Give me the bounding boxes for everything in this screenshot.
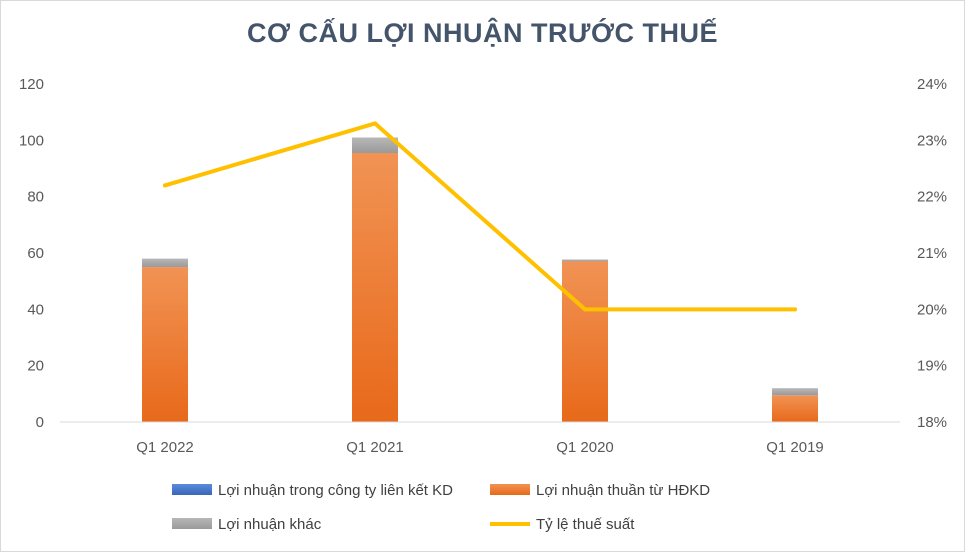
legend-swatch (490, 484, 530, 495)
legend-swatch (172, 484, 212, 495)
legend-swatch (172, 518, 212, 529)
bar-loi-nhuan-thuan-tu-h-kd (562, 261, 608, 422)
bar-loi-nhuan-khac (562, 259, 608, 262)
bar-loi-nhuan-khac (772, 388, 818, 396)
y-left-tick-label: 80 (27, 189, 44, 206)
x-tick-label: Q1 2019 (766, 439, 824, 456)
legend-label: Lợi nhuận thuần từ HĐKD (536, 482, 710, 499)
line-point (793, 307, 797, 312)
line-point (373, 121, 377, 126)
y-right-tick-label: 18% (917, 414, 947, 431)
y-left-tick-label: 40 (27, 301, 44, 318)
bar-loi-nhuan-thuan-tu-h-kd (142, 267, 188, 422)
line-point (583, 307, 587, 312)
bar-loi-nhuan-khac (142, 258, 188, 268)
chart-title: CƠ CẤU LỢI NHUẬN TRƯỚC THUẾ (247, 18, 718, 48)
y-right-tick-label: 23% (917, 132, 947, 149)
y-left-tick-label: 100 (19, 132, 44, 149)
y-right-tick-label: 22% (917, 189, 947, 206)
bar-loi-nhuan-thuan-tu-h-kd (772, 395, 818, 422)
bar-loi-nhuan-thuan-tu-h-kd (352, 153, 398, 422)
y-left-tick-label: 120 (19, 76, 44, 93)
bar-loi-nhuan-khac (352, 137, 398, 154)
y-left-tick-label: 0 (36, 414, 44, 431)
legend-label: Lợi nhuận khác (218, 516, 322, 533)
line-series-ty-le-thue-suat (163, 121, 797, 312)
line-point (163, 183, 167, 188)
y-left-tick-label: 20 (27, 358, 44, 375)
y-right-tick-label: 21% (917, 245, 947, 262)
legend-label: Tỷ lệ thuế suất (536, 516, 635, 533)
y-left-tick-label: 60 (27, 245, 44, 262)
y-right-tick-label: 24% (917, 76, 947, 93)
x-tick-label: Q1 2021 (346, 439, 404, 456)
y-right-tick-label: 19% (917, 358, 947, 375)
x-tick-label: Q1 2020 (556, 439, 614, 456)
legend-label: Lợi nhuận trong công ty liên kết KD (218, 482, 453, 499)
y-right-tick-label: 20% (917, 301, 947, 318)
x-tick-label: Q1 2022 (136, 439, 194, 456)
